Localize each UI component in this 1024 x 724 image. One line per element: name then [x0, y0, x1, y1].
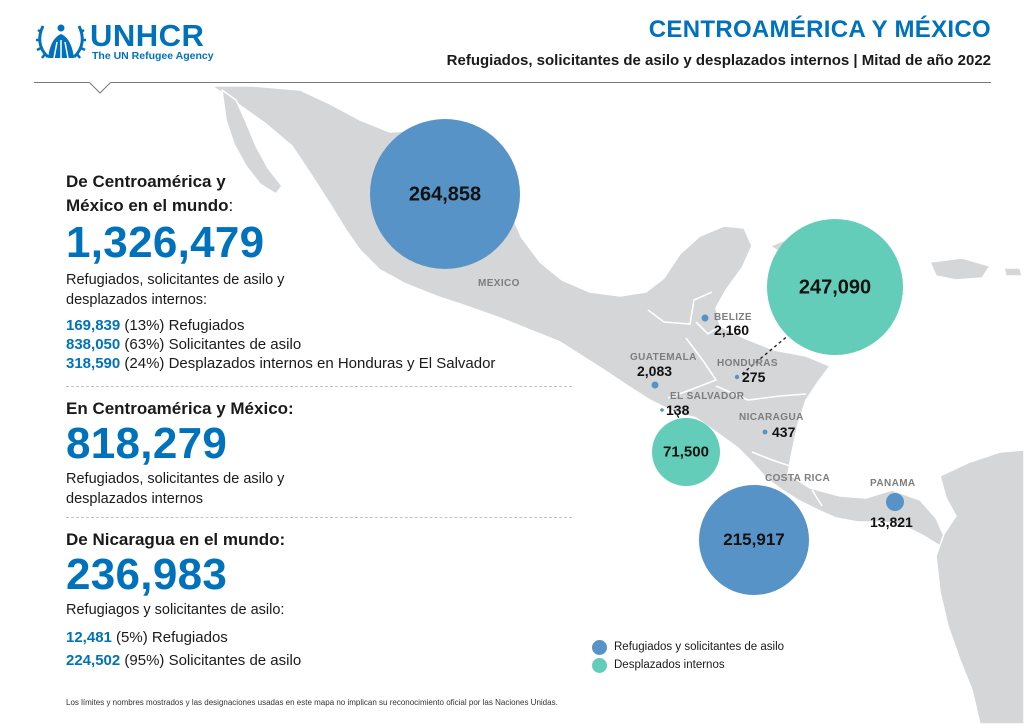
land-puerto-rico — [1003, 267, 1023, 277]
logo-tagline: The UN Refugee Agency — [92, 49, 214, 62]
country-label-honduras: HONDURAS — [717, 358, 778, 369]
header-pointer-icon — [88, 82, 112, 94]
section-world: De Centroamérica y México en el mundo: — [66, 170, 233, 218]
bubble-label-costa-rica: 215,917 — [723, 530, 785, 549]
section-world-total: 1,326,479 — [66, 218, 265, 267]
border-panama-colombia — [931, 507, 945, 521]
header-divider — [34, 82, 991, 83]
bubble-label-el-salvador: 71,500 — [663, 443, 709, 461]
section-nicaragua-total: 236,983 — [66, 550, 228, 599]
map-disclaimer: Los límites y nombres mostrados y las de… — [66, 698, 558, 707]
section-world-heading-line1: De Centroamérica y — [66, 172, 226, 191]
legend-item-refugees: Refugiados y solicitantes de asilo — [592, 638, 784, 656]
section-region-heading: En Centroamérica y México: — [66, 399, 294, 418]
stat-row: 318,590 (24%) Desplazados internos en Ho… — [66, 355, 496, 372]
section-divider — [66, 517, 572, 518]
value-panama: 13,821 — [870, 514, 913, 530]
section-nicaragua-description: Refugiagos y solicitantes de asilo: — [66, 602, 285, 618]
stat-row: 12,481 (5%) Refugiados — [66, 629, 228, 646]
border-nicaragua-costarica — [751, 451, 791, 467]
bubble-label-honduras: 247,090 — [798, 276, 872, 299]
section-divider — [66, 386, 572, 387]
bubble-honduras-idps — [767, 219, 903, 355]
bubble-el-salvador-idps — [652, 418, 720, 486]
dot-el-salvador — [660, 408, 664, 412]
value-nicaragua: 437 — [772, 424, 796, 440]
country-label-el-salvador: EL SALVADOR — [670, 391, 745, 402]
land-baja-california — [221, 89, 283, 195]
country-label-mexico: MEXICO — [478, 278, 520, 289]
page-subtitle: Refugiados, solicitantes de asilo y desp… — [446, 52, 991, 69]
section-nicaragua-stats: 12,481 (5%) Refugiados 224,502 (95%) Sol… — [66, 626, 301, 672]
border-honduras-nicaragua — [715, 385, 807, 401]
legend-swatch-refugees — [592, 639, 607, 655]
stat-row: 224,502 (95%) Solicitantes de asilo — [66, 652, 302, 669]
border-guatemala-honduras — [667, 337, 718, 399]
bubble-label-mexico: 264,858 — [408, 183, 482, 206]
value-honduras: 275 — [742, 369, 766, 385]
bubble-panama-refugees — [886, 493, 904, 511]
section-nicaragua-heading: De Nicaragua en el mundo: — [66, 530, 286, 549]
value-guatemala: 2,083 — [637, 363, 673, 379]
legend-swatch-idps — [592, 657, 607, 673]
border-costarica-panama — [811, 489, 823, 507]
border-mexico-guatemala — [647, 291, 713, 325]
country-label-costa-rica: COSTA RICA — [765, 473, 831, 484]
dot-honduras — [734, 374, 740, 380]
country-label-guatemala: GUATEMALA — [630, 352, 697, 363]
dot-guatemala — [651, 381, 659, 389]
border-belize — [695, 321, 721, 336]
logo-wordmark: UNHCR — [90, 17, 205, 53]
bubble-mexico-refugees — [370, 119, 520, 269]
section-world-heading-line2: México en el mundo: — [66, 196, 234, 215]
bubble-costa-rica-refugees — [699, 485, 809, 595]
section-region-description: Refugiados, solicitantes de asilo y desp… — [66, 471, 285, 507]
country-label-belize: BELIZE — [714, 312, 752, 323]
land-hispaniola — [929, 257, 991, 281]
unhcr-laurel-icon — [36, 24, 86, 59]
leader-honduras — [741, 333, 791, 375]
legend: Refugiados y solicitantes de asilo Despl… — [592, 638, 784, 674]
page-title: CENTROAMÉRICA Y MÉXICO — [648, 16, 991, 43]
legend-item-idps: Desplazados internos — [592, 656, 784, 674]
stat-row: 169,839 (13%) Refugiados — [66, 317, 245, 334]
dot-belize — [701, 314, 709, 322]
section-world-stats: 169,839 (13%) Refugiados 838,050 (63%) S… — [66, 316, 495, 373]
unhcr-logo: UNHCR The UN Refugee Agency — [36, 20, 214, 62]
section-world-description: Refugiados, solicitantes de asilo y desp… — [66, 272, 285, 308]
stat-row: 838,050 (63%) Solicitantes de asilo — [66, 336, 302, 353]
value-belize: 2,160 — [714, 322, 750, 338]
value-el-salvador: 138 — [666, 402, 690, 418]
country-label-nicaragua: NICARAGUA — [739, 412, 804, 423]
country-label-panama: PANAMA — [870, 478, 916, 489]
land-south-america — [935, 449, 1024, 724]
dot-nicaragua — [762, 429, 768, 435]
section-region-total: 818,279 — [66, 419, 228, 468]
